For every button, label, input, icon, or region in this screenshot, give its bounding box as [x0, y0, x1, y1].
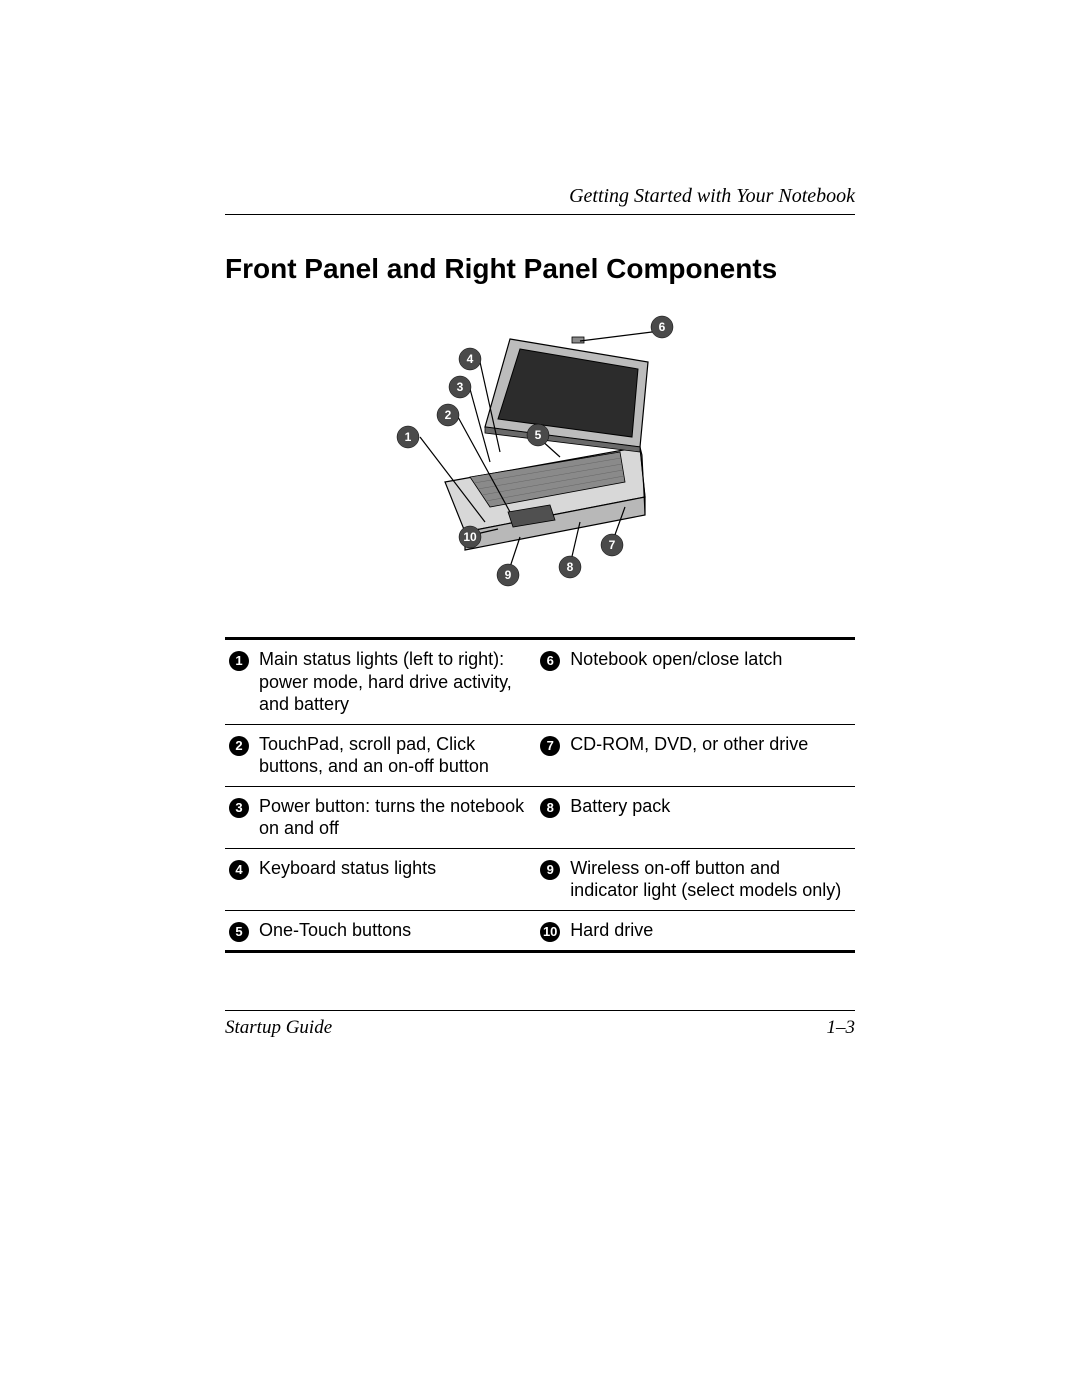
callout-9-label: 9	[505, 568, 512, 582]
legend-text-left: TouchPad, scroll pad, Click buttons, and…	[259, 724, 536, 786]
callout-7-label: 7	[609, 538, 616, 552]
page: Getting Started with Your Notebook Front…	[0, 0, 1080, 1397]
legend-text-left: Main status lights (left to right): powe…	[259, 640, 536, 724]
legend-row: 3 Power button: turns the notebook on and…	[225, 786, 855, 848]
legend-num-right: 10	[536, 910, 570, 950]
number-badge-icon: 1	[229, 651, 249, 671]
laptop-illustration	[445, 337, 648, 550]
legend-num-left: 5	[225, 910, 259, 950]
legend-text-right: Hard drive	[570, 910, 855, 950]
callout-6-label: 6	[659, 320, 666, 334]
callout-5-label: 5	[535, 428, 542, 442]
legend-text-left: One-Touch buttons	[259, 910, 536, 950]
footer-left: Startup Guide	[225, 1017, 332, 1039]
legend-text-right: Wireless on-off button and indicator lig…	[570, 848, 855, 910]
footer-right: 1–3	[827, 1017, 856, 1039]
section-title: Front Panel and Right Panel Components	[225, 253, 855, 285]
callout-2-label: 2	[445, 408, 452, 422]
legend-row: 5 One-Touch buttons10 Hard drive	[225, 910, 855, 950]
legend-text-left: Keyboard status lights	[259, 848, 536, 910]
legend-text-right: CD-ROM, DVD, or other drive	[570, 724, 855, 786]
legend-num-left: 3	[225, 786, 259, 848]
number-badge-icon: 10	[540, 922, 560, 942]
number-badge-icon: 7	[540, 736, 560, 756]
legend-table: 1 Main status lights (left to right): pow…	[225, 637, 855, 953]
legend-num-left: 1	[225, 640, 259, 724]
callout-10-label: 10	[463, 530, 477, 544]
callout-3-label: 3	[457, 380, 464, 394]
number-badge-icon: 2	[229, 736, 249, 756]
callout-1-label: 1	[405, 430, 412, 444]
header-rule	[225, 214, 855, 215]
legend-text-left: Power button: turns the notebook on and …	[259, 786, 536, 848]
legend-num-right: 7	[536, 724, 570, 786]
number-badge-icon: 5	[229, 922, 249, 942]
legend-num-right: 6	[536, 640, 570, 724]
legend-num-right: 8	[536, 786, 570, 848]
number-badge-icon: 3	[229, 798, 249, 818]
legend-row: 1 Main status lights (left to right): pow…	[225, 640, 855, 724]
number-badge-icon: 8	[540, 798, 560, 818]
legend-text-right: Notebook open/close latch	[570, 640, 855, 724]
legend-row: 2 TouchPad, scroll pad, Click buttons, an…	[225, 724, 855, 786]
notebook-diagram: 1 234 5 6 7 8 9 10	[390, 307, 690, 597]
legend-num-left: 2	[225, 724, 259, 786]
number-badge-icon: 9	[540, 860, 560, 880]
legend-num-right: 9	[536, 848, 570, 910]
legend-text-right: Battery pack	[570, 786, 855, 848]
callout-8-label: 8	[567, 560, 574, 574]
number-badge-icon: 4	[229, 860, 249, 880]
footer-rule	[225, 1010, 855, 1011]
chapter-header: Getting Started with Your Notebook	[225, 185, 855, 208]
number-badge-icon: 6	[540, 651, 560, 671]
content-area: Getting Started with Your Notebook Front…	[225, 185, 855, 953]
legend-num-left: 4	[225, 848, 259, 910]
page-footer: Startup Guide 1–3	[225, 1010, 855, 1039]
legend-row: 4 Keyboard status lights9 Wireless on-off …	[225, 848, 855, 910]
callout-4-label: 4	[467, 352, 474, 366]
